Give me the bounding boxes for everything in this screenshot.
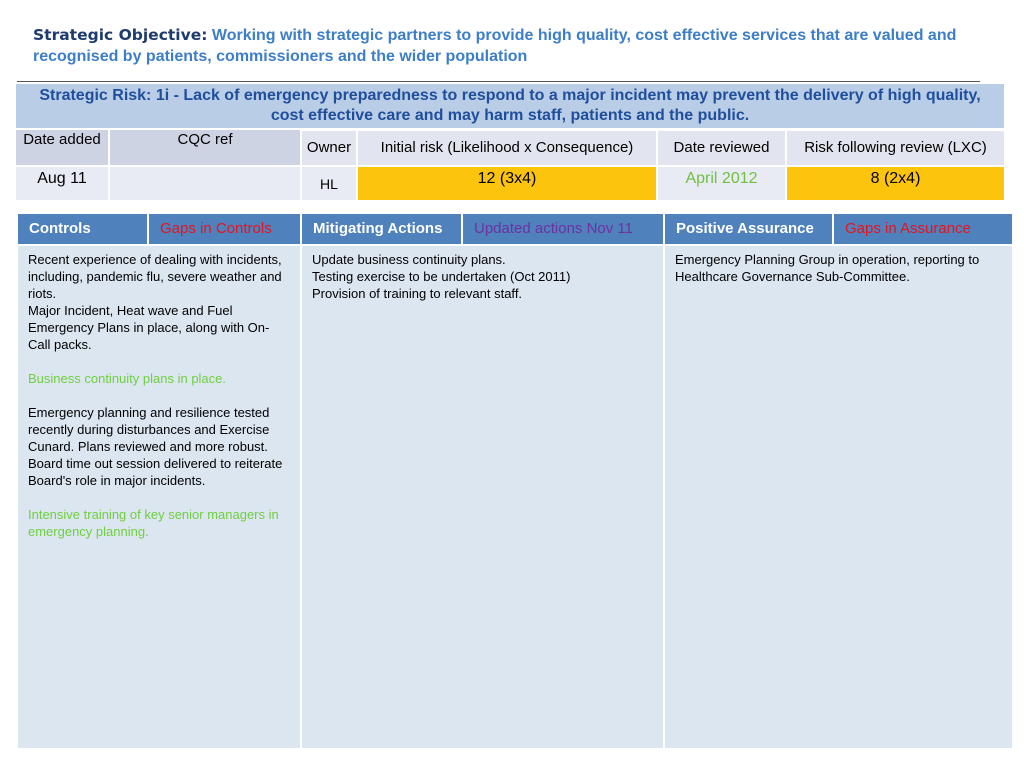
mitigating-line: Testing exercise to be undertaken (Oct 2… [312,269,571,284]
date-added-value: Aug 11 [16,167,110,200]
controls-cell: Recent experience of dealing with incide… [18,246,302,748]
risk-table: Strategic Risk: 1i - Lack of emergency p… [16,84,1004,200]
date-reviewed-value: April 2012 [658,167,787,200]
risk-following-review-header: Risk following review (LXC) [787,130,1004,165]
owner-header: Owner [302,130,358,165]
initial-risk-header: Initial risk (Likelihood x Consequence) [358,130,658,165]
controls-header: Controls [18,214,149,244]
mitigating-actions-header: Mitigating Actions [302,214,463,244]
risk-header-row: Date added CQC ref Owner Initial risk (L… [16,130,1004,165]
objective-text: Working with strategic partners to provi… [33,27,957,65]
updated-actions-header: Updated actions Nov 11 [463,214,665,244]
objective-label: Strategic Objective: [33,26,208,44]
controls-body-row: Recent experience of dealing with incide… [18,246,1012,748]
gaps-in-controls-header: Gaps in Controls [149,214,302,244]
controls-paragraph: Business continuity plans in place. [28,371,227,386]
risk-value-row: Aug 11 HL 12 (3x4) April 2012 8 (2x4) [16,167,1004,200]
date-added-header: Date added [16,130,110,165]
controls-paragraph: Major Incident, Heat wave and Fuel Emerg… [28,303,270,352]
mitigating-line: Update business continuity plans. [312,252,506,267]
controls-paragraph: Board time out session delivered to reit… [28,456,283,488]
controls-paragraph: Emergency planning and resilience tested… [28,405,270,454]
gaps-in-assurance-header: Gaps in Assurance [845,220,971,237]
title-divider [17,81,980,82]
strategic-objective-title: Strategic Objective: Working with strate… [33,25,993,67]
risk-following-review-value: 8 (2x4) [787,167,1004,200]
mitigating-line: Provision of training to relevant staff. [312,286,523,301]
positive-assurance-cell: Emergency Planning Group in operation, r… [665,246,1012,748]
strategic-risk-heading: Strategic Risk: 1i - Lack of emergency p… [16,84,1004,128]
owner-value: HL [302,167,358,200]
cqc-ref-value [110,167,302,200]
controls-paragraph: Intensive training of key senior manager… [28,507,279,539]
controls-table: Controls Gaps in Controls Mitigating Act… [18,214,1012,748]
positive-assurance-header: Positive Assurance [665,214,834,244]
controls-paragraph: Recent experience of dealing with incide… [28,252,282,301]
controls-header-row: Controls Gaps in Controls Mitigating Act… [18,214,1012,244]
assurance-text: Emergency Planning Group in operation, r… [675,252,980,284]
date-reviewed-header: Date reviewed [658,130,787,165]
mitigating-actions-cell: Update business continuity plans. Testin… [302,246,665,748]
initial-risk-value: 12 (3x4) [358,167,658,200]
cqc-ref-header: CQC ref [110,130,302,165]
